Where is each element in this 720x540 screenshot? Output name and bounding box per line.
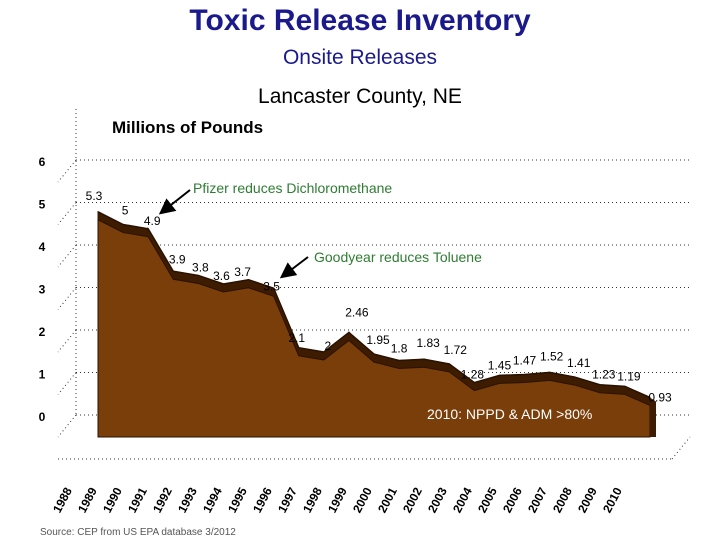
chart-location: Lancaster County, NE <box>258 85 462 108</box>
data-label: 2 <box>324 339 331 353</box>
y-tick-label: 5 <box>39 198 46 212</box>
source-note: Source: CEP from US EPA database 3/2012 <box>40 527 236 538</box>
floor-depth <box>671 436 691 460</box>
data-label: 1.83 <box>417 336 441 350</box>
chart-title: Toxic Release Inventory <box>189 4 531 37</box>
x-tick-label: 1999 <box>325 485 350 515</box>
area-front-face <box>97 218 651 438</box>
x-tick-label: 2006 <box>500 485 525 515</box>
data-label: 1.41 <box>567 356 591 370</box>
data-label: 3.8 <box>192 261 209 275</box>
area-ridge-line <box>97 211 651 399</box>
x-tick-label: 1994 <box>200 485 225 515</box>
data-label: 0.93 <box>648 390 672 404</box>
x-tick-label: 2010 <box>600 485 625 515</box>
gridline-depth <box>57 202 77 225</box>
y-tick-label: 4 <box>39 240 46 254</box>
data-label: 1.28 <box>461 368 485 382</box>
x-tick-label: 1995 <box>225 485 250 515</box>
data-label: 5 <box>122 204 129 218</box>
annotation-nppd-adm: 2010: NPPD & ADM >80% <box>427 406 592 422</box>
grid-lines <box>57 159 690 438</box>
area-series <box>97 210 656 438</box>
gridline-depth <box>57 414 77 438</box>
data-label: 4.9 <box>144 214 161 228</box>
y-tick-labels: 0 1 2 3 4 5 6 <box>39 155 46 424</box>
x-tick-label: 1997 <box>275 485 300 515</box>
x-tick-label: 2000 <box>350 485 375 515</box>
x-tick-label: 2005 <box>475 485 500 515</box>
y-tick-label: 6 <box>39 155 46 169</box>
data-labels: 5.3 5 4.9 3.9 3.8 3.6 3.7 3.5 2.1 2 2.46 1.951.8 1.8… <box>86 189 672 405</box>
x-tick-label: 1996 <box>250 485 275 515</box>
x-tick-label: 2002 <box>400 485 425 515</box>
x-tick-labels: 1988 1989 1990 1991 1992 1993 1994 1995 1996 1997… <box>50 485 625 515</box>
chart-subtitle: Onsite Releases <box>282 46 438 69</box>
y-tick-label: 1 <box>39 368 46 382</box>
axes <box>58 109 691 460</box>
y-tick-label: 0 <box>39 410 46 424</box>
x-tick-label: 1993 <box>175 485 200 515</box>
data-label: 1.8 <box>391 342 408 356</box>
y-axis-label: Millions of Pounds <box>112 118 264 137</box>
annotations: Pfizer reduces Dichloromethane Goodyear r… <box>158 180 592 422</box>
area-right-side <box>650 397 656 437</box>
x-tick-label: 2003 <box>425 485 450 515</box>
annotation-arrow <box>158 189 191 215</box>
data-label: 1.72 <box>444 343 468 357</box>
data-label: 2.46 <box>345 305 369 319</box>
x-tick-label: 1992 <box>150 485 175 515</box>
x-tick-label: 1991 <box>125 485 150 515</box>
gridline-depth <box>57 159 77 183</box>
data-label: 3.7 <box>234 265 251 279</box>
annotation-arrow <box>279 256 309 279</box>
data-label: 1.45 <box>488 358 512 372</box>
data-label: 3.9 <box>169 252 186 266</box>
gridline-depth <box>57 287 77 310</box>
data-label: 1.52 <box>540 349 564 363</box>
x-tick-label: 2007 <box>525 485 550 515</box>
gridline-depth <box>57 329 77 353</box>
y-tick-label: 2 <box>39 325 46 339</box>
gridline-depth <box>57 244 77 268</box>
data-label: 1.23 <box>592 368 616 382</box>
x-tick-label: 1990 <box>100 485 125 515</box>
data-label: 1.95 <box>366 333 390 347</box>
annotation-goodyear: Goodyear reduces Toluene <box>314 249 482 265</box>
x-tick-label: 2001 <box>375 485 400 515</box>
x-tick-label: 1998 <box>300 485 325 515</box>
data-label: 2.1 <box>288 331 305 345</box>
data-label: 3.5 <box>263 279 280 293</box>
data-label: 1.47 <box>513 354 537 368</box>
data-label: 1.19 <box>617 369 641 383</box>
x-tick-label: 1988 <box>50 485 75 515</box>
annotation-pfizer: Pfizer reduces Dichloromethane <box>193 180 392 196</box>
y-tick-label: 3 <box>39 283 46 297</box>
gridline-depth <box>57 372 77 395</box>
data-label: 3.6 <box>213 269 230 283</box>
x-tick-label: 2008 <box>550 485 575 515</box>
data-label: 5.3 <box>86 189 103 203</box>
x-tick-label: 1989 <box>75 485 100 515</box>
x-tick-label: 2009 <box>575 485 600 515</box>
x-tick-label: 2004 <box>450 485 475 515</box>
